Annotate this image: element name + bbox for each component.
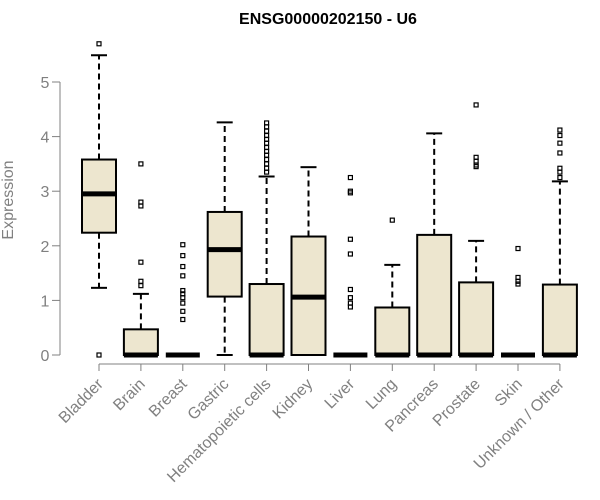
outlier-point: [557, 127, 563, 133]
outlier-point: [180, 308, 186, 314]
y-tick-label: 0: [41, 348, 50, 365]
outlier-point: [180, 253, 186, 259]
box-pancreas: [416, 132, 453, 358]
box-body: [458, 281, 495, 356]
outlier-point: [557, 140, 563, 146]
outlier-point: [138, 161, 144, 167]
y-tick-label: 1: [41, 293, 50, 310]
box-lung: [374, 217, 411, 358]
outlier-point: [264, 156, 270, 163]
outlier-point: [180, 300, 186, 306]
y-axis: 0 1 2 3 4 5: [41, 75, 61, 365]
box-kidney: [290, 166, 327, 357]
outlier-point: [515, 278, 521, 284]
outlier-point: [180, 263, 186, 270]
box-gastric: [206, 121, 243, 356]
box-brain: [122, 161, 159, 358]
x-tick-label: Kidney: [270, 376, 317, 423]
outlier-point: [96, 41, 102, 47]
box-body: [416, 233, 453, 357]
outlier-point: [347, 251, 353, 257]
outlier-point: [347, 174, 353, 181]
outlier-point: [347, 304, 353, 310]
outlier-point: [264, 124, 270, 130]
box-body: [122, 328, 159, 357]
outlier-point: [264, 128, 270, 134]
outlier-point: [473, 164, 479, 170]
outlier-point: [264, 161, 270, 167]
outlier-point: [515, 245, 521, 252]
box-body: [206, 210, 243, 298]
outlier-point: [557, 174, 563, 181]
outlier-point: [264, 169, 270, 175]
box-unknown-other: [541, 127, 578, 358]
box-bladder: [81, 41, 117, 358]
outlier-point: [138, 278, 144, 284]
outlier-point: [138, 203, 144, 209]
outlier-point: [557, 132, 563, 139]
box-prostate: [458, 102, 495, 358]
x-tick-label: Brain: [110, 376, 148, 414]
box-skin: [501, 245, 535, 358]
box-body: [374, 306, 411, 356]
outlier-point: [557, 169, 563, 175]
y-axis-title: Expression: [0, 160, 17, 239]
y-tick-label: 4: [41, 130, 50, 147]
outlier-point: [389, 217, 395, 223]
y-tick-label: 5: [41, 75, 50, 92]
box-liver: [333, 174, 368, 358]
outlier-point: [180, 316, 186, 323]
x-tick-label: Lung: [363, 376, 400, 413]
chart-title: ENSG00000202150 - U6: [239, 11, 417, 28]
x-tick-label: Liver: [322, 375, 359, 412]
x-tick-label: Skin: [492, 376, 526, 410]
outlier-point: [473, 102, 479, 108]
box-body: [248, 283, 285, 356]
box-body: [541, 283, 578, 357]
box-hematopoietic-cells: [248, 120, 285, 358]
boxes-group: [81, 41, 578, 358]
y-tick-label: 3: [41, 184, 50, 201]
outlier-point: [557, 150, 563, 156]
box-breast: [165, 242, 200, 358]
outlier-point: [138, 283, 144, 289]
outlier-point: [138, 259, 144, 265]
x-tick-label: Breast: [146, 375, 191, 420]
x-tick-label: Bladder: [56, 375, 107, 426]
outlier-point: [347, 236, 353, 242]
outlier-point: [347, 295, 353, 301]
outlier-point: [180, 287, 186, 294]
outlier-point: [180, 242, 186, 248]
outlier-point: [96, 352, 102, 358]
outlier-point: [347, 286, 353, 293]
outlier-point: [347, 190, 353, 196]
outlier-point: [180, 273, 186, 279]
outlier-point: [180, 295, 186, 301]
y-tick-label: 2: [41, 239, 50, 256]
outlier-point: [515, 281, 521, 287]
